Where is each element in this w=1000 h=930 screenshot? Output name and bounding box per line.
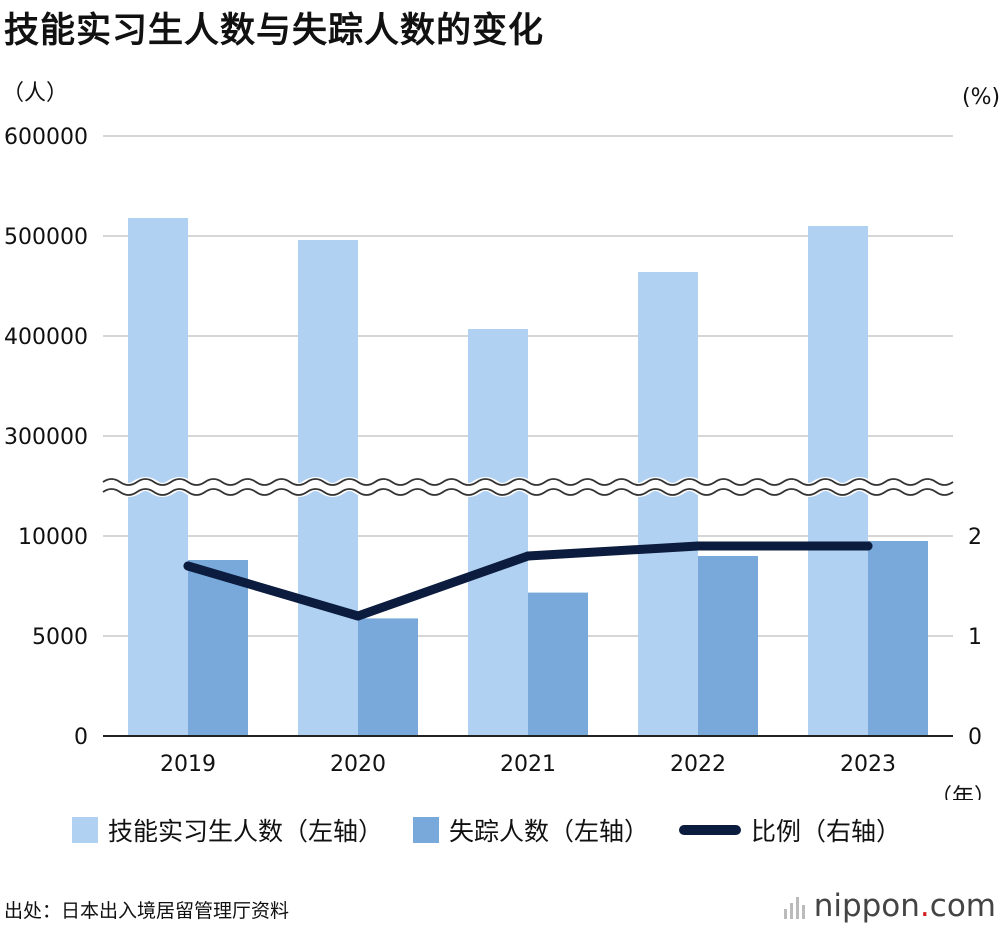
x-tick-label: 2019 bbox=[160, 752, 216, 777]
ratio-point-2021 bbox=[523, 551, 533, 561]
y-right-tick-label: 0 bbox=[968, 725, 982, 750]
x-tick-label: 2022 bbox=[670, 752, 726, 777]
logo-suffix: com bbox=[929, 888, 996, 924]
logo-name: nippon bbox=[813, 888, 920, 924]
bar-missing-2020 bbox=[358, 618, 418, 736]
bar-trainees-2021 bbox=[468, 329, 528, 736]
legend: 技能实习生人数（左轴） 失踪人数（左轴） 比例（右轴） bbox=[72, 812, 931, 848]
x-unit-label: （年） bbox=[930, 785, 996, 800]
chart-canvas: 600000 500000 400000 300000 10000 5000 0 2 1 0 （人）… bbox=[2, 81, 1000, 800]
bar-trainees-2022 bbox=[638, 272, 698, 736]
logo-bars-icon bbox=[783, 893, 808, 919]
bar-missing-2022 bbox=[698, 556, 758, 736]
y-right-tick-label: 2 bbox=[968, 525, 982, 550]
source-note: 出处：日本出入境居留管理厅资料 bbox=[4, 900, 290, 922]
ratio-point-2020 bbox=[353, 611, 363, 621]
y-left-tick-label: 300000 bbox=[4, 425, 88, 450]
bar-missing-2019 bbox=[188, 560, 248, 736]
y-right-unit-label: (%) bbox=[962, 85, 1000, 110]
y-left-tick-label: 500000 bbox=[4, 225, 88, 250]
legend-swatch-missing bbox=[413, 817, 440, 843]
y-right-tick-label: 1 bbox=[968, 625, 982, 650]
legend-label-missing: 失踪人数（左轴） bbox=[449, 817, 650, 846]
y-left-tick-label: 5000 bbox=[32, 625, 88, 650]
x-tick-label: 2023 bbox=[840, 752, 896, 777]
x-tick-label: 2021 bbox=[500, 752, 556, 777]
ratio-point-2019 bbox=[183, 561, 193, 571]
legend-item-missing: 失踪人数（左轴） bbox=[413, 812, 649, 848]
y-left-unit-label: （人） bbox=[2, 81, 68, 106]
bar-missing-2021 bbox=[528, 592, 588, 736]
axis-break-line-top bbox=[102, 478, 954, 486]
axis-break-line-bottom bbox=[102, 488, 954, 496]
axis-break-gap bbox=[98, 477, 958, 497]
logo-dot: . bbox=[919, 888, 930, 924]
y-left-tick-label: 10000 bbox=[18, 525, 88, 550]
y-left-tick-label: 400000 bbox=[4, 325, 88, 350]
legend-swatch-trainees bbox=[72, 817, 98, 843]
legend-item-ratio: 比例（右轴） bbox=[679, 812, 901, 848]
legend-label-trainees: 技能实习生人数（左轴） bbox=[108, 817, 384, 846]
legend-swatch-ratio bbox=[679, 825, 742, 835]
chart-title: 技能实习生人数与失踪人数的变化 bbox=[4, 11, 545, 51]
x-tick-label: 2020 bbox=[330, 752, 386, 777]
ratio-point-2022 bbox=[693, 541, 703, 551]
legend-label-ratio: 比例（右轴） bbox=[751, 817, 902, 846]
legend-item-trainees: 技能实习生人数（左轴） bbox=[72, 812, 383, 848]
y-left-tick-label: 600000 bbox=[4, 125, 88, 150]
bar-missing-2023 bbox=[868, 541, 928, 736]
ratio-point-2023 bbox=[863, 541, 873, 551]
nippon-logo: nippon. com bbox=[783, 888, 996, 924]
y-left-tick-label: 0 bbox=[74, 725, 88, 750]
